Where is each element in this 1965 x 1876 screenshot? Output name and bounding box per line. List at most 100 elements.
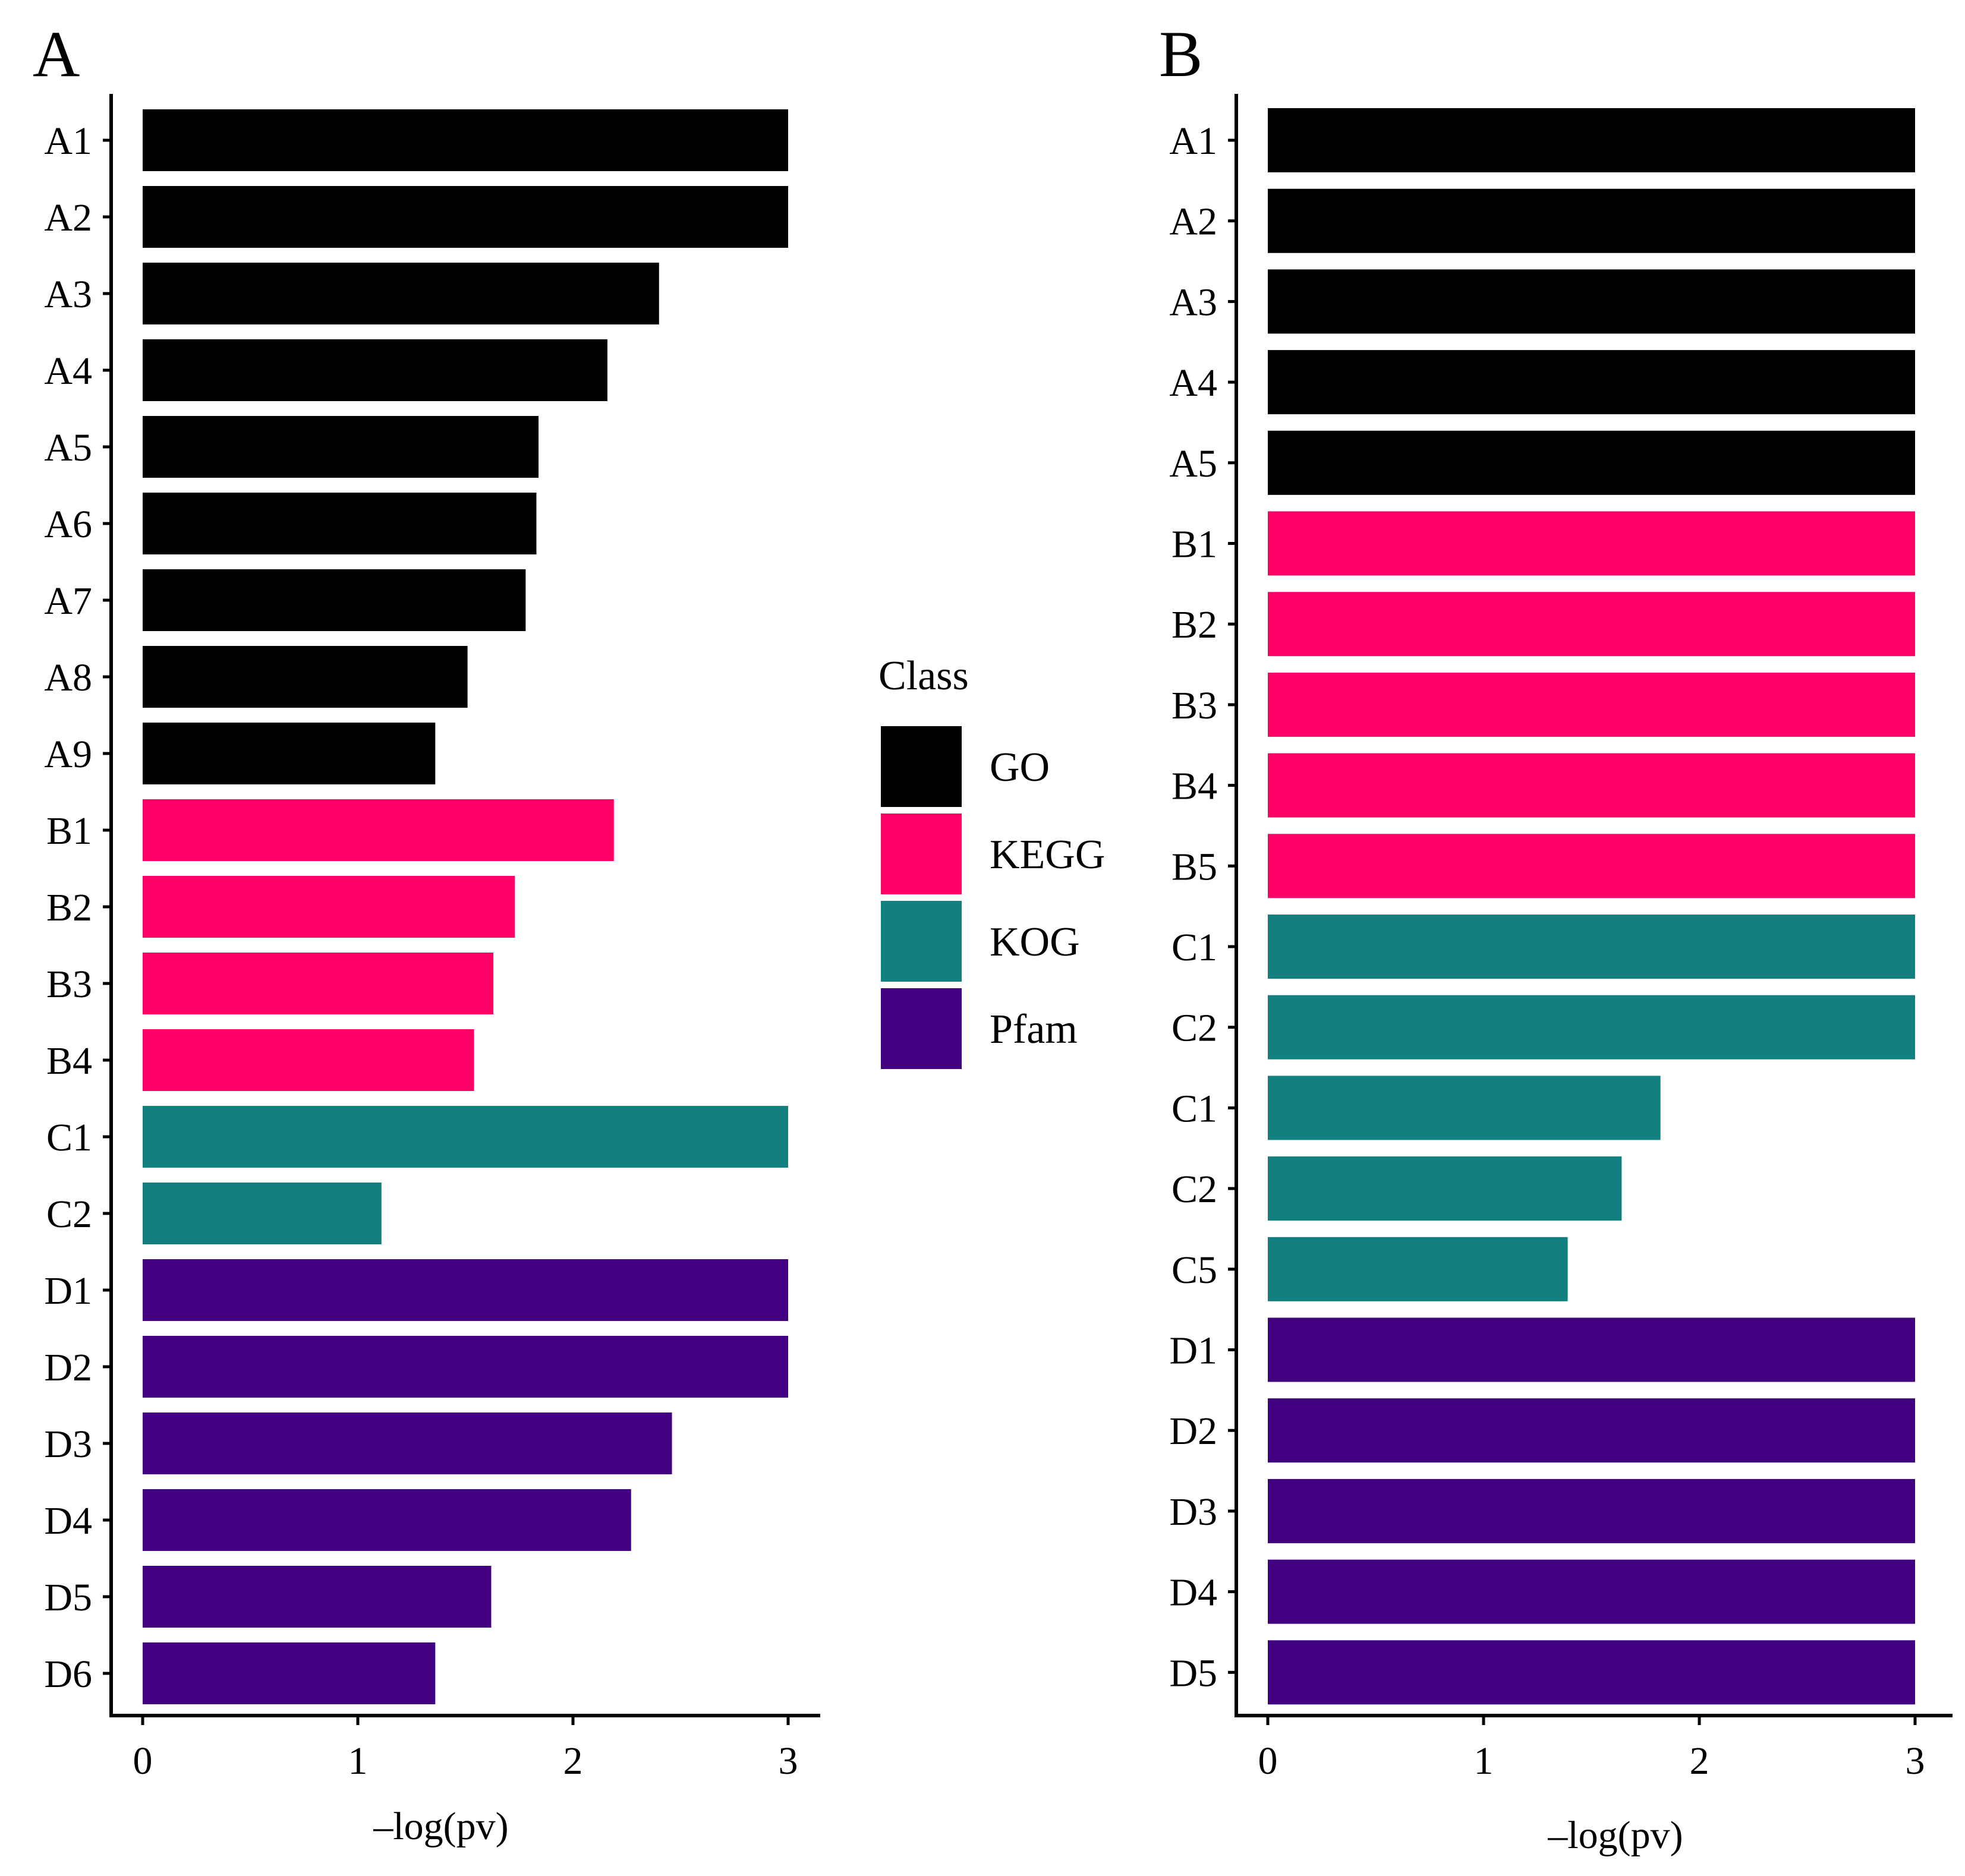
category-label-c1: C1 <box>46 1116 92 1159</box>
legend: Class GO KEGG KOG Pfam <box>878 653 1105 1069</box>
bar-c2 <box>143 1183 382 1244</box>
bar-b3 <box>143 953 494 1014</box>
bar-b5 <box>1268 834 1915 898</box>
panel-a-x-ticks: 0 1 2 3 <box>133 1716 798 1783</box>
legend-title: Class <box>878 653 969 699</box>
category-label-c5: C5 <box>1172 1248 1217 1292</box>
panel-a: A A1 A2 A3 A4 A5 A6 A7 A8 A9 B1 B2 B3 B4 C1 C2 D1 D2 D3 D4… <box>33 18 820 1848</box>
bar-a1 <box>143 109 788 171</box>
panel-b-x-axis-title: –log(pv) <box>1547 1814 1683 1857</box>
bar-d3 <box>1268 1478 1915 1543</box>
category-label-a5: A5 <box>1169 442 1217 485</box>
bar-b4 <box>1268 753 1915 818</box>
x-tick-label-1: 1 <box>1474 1739 1494 1783</box>
bar-a3 <box>1268 269 1915 334</box>
bar-b1 <box>143 799 614 861</box>
x-tick-label-1: 1 <box>348 1739 368 1783</box>
bar-c1 <box>1268 1076 1661 1140</box>
panel-b: B A1 A2 A3 A4 A5 B1 B2 B3 B4 B5 C1 C2 C1 C2 C5 D1 D2 D3 D4… <box>1159 18 1953 1857</box>
category-label-a3: A3 <box>44 273 92 316</box>
category-label-a7: A7 <box>44 579 92 623</box>
panel-b-category-labels: A1 A2 A3 A4 A5 B1 B2 B3 B4 B5 C1 C2 C1 C2 C5 D1 D2 D3 D4 D5 <box>1169 119 1217 1695</box>
bar-b2 <box>1268 592 1915 657</box>
panel-a-category-labels: A1 A2 A3 A4 A5 A6 A7 A8 A9 B1 B2 B3 B4 C1 C2 D1 D2 D3 D4 D5… <box>44 119 92 1696</box>
bar-c1 <box>143 1106 788 1168</box>
panel-a-x-axis-title: –log(pv) <box>373 1805 508 1848</box>
bar-c5 <box>1268 1237 1568 1301</box>
bar-a7 <box>143 569 526 631</box>
bar-d3 <box>143 1412 672 1474</box>
panel-b-label: B <box>1159 18 1202 90</box>
panel-b-x-ticks: 0 1 2 3 <box>1258 1716 1925 1783</box>
category-label-b1: B1 <box>1172 523 1217 566</box>
bar-d1 <box>1268 1317 1915 1382</box>
bar-d5 <box>143 1566 492 1628</box>
category-label-a8: A8 <box>44 656 92 699</box>
category-label-a9: A9 <box>44 733 92 776</box>
category-label-d1: D1 <box>1169 1329 1217 1373</box>
category-label-a4: A4 <box>1169 361 1217 405</box>
legend-swatch-pfam <box>881 988 962 1069</box>
bar-d4 <box>143 1489 631 1551</box>
category-label-b4: B4 <box>1172 765 1217 808</box>
bar-d1 <box>143 1259 788 1321</box>
category-label-c2: C2 <box>46 1193 92 1236</box>
legend-swatch-kog <box>881 901 962 982</box>
category-label-b3: B3 <box>46 963 92 1006</box>
panel-b-bars <box>1268 108 1915 1705</box>
legend-items: GO KEGG KOG Pfam <box>881 726 1105 1069</box>
category-label-d3: D3 <box>44 1423 92 1466</box>
bar-a3 <box>143 263 659 324</box>
category-label-d4: D4 <box>44 1499 92 1543</box>
bar-c2 <box>1268 995 1915 1060</box>
bar-a5 <box>1268 430 1915 495</box>
x-tick-label-2: 2 <box>1690 1739 1709 1783</box>
bar-a2 <box>1268 188 1915 253</box>
category-label-d4: D4 <box>1169 1571 1217 1615</box>
panel-a-label: A <box>33 18 80 90</box>
legend-swatch-kegg <box>881 814 962 894</box>
category-label-b4: B4 <box>46 1039 92 1083</box>
x-tick-label-0: 0 <box>133 1739 153 1783</box>
category-label-b3: B3 <box>1172 684 1217 727</box>
category-label-a2: A2 <box>44 196 92 239</box>
category-label-a1: A1 <box>1169 119 1217 163</box>
x-tick-label-3: 3 <box>779 1739 798 1783</box>
bar-d2 <box>143 1336 788 1398</box>
category-label-b2: B2 <box>1172 603 1217 647</box>
bar-c1 <box>1268 915 1915 979</box>
x-tick-label-2: 2 <box>563 1739 583 1783</box>
category-label-d3: D3 <box>1169 1490 1217 1534</box>
x-tick-label-0: 0 <box>1258 1739 1278 1783</box>
bar-b4 <box>143 1029 474 1091</box>
category-label-d2: D2 <box>44 1346 92 1389</box>
category-label-d1: D1 <box>44 1269 92 1313</box>
category-label-d5: D5 <box>1169 1651 1217 1695</box>
bar-b1 <box>1268 511 1915 576</box>
category-label-a5: A5 <box>44 426 92 469</box>
bar-a2 <box>143 186 788 248</box>
legend-label-go: GO <box>990 745 1050 790</box>
category-label-d6: D6 <box>44 1653 92 1696</box>
bar-d2 <box>1268 1398 1915 1463</box>
category-label-b1: B1 <box>46 809 92 853</box>
legend-label-kog: KOG <box>990 919 1080 965</box>
legend-label-pfam: Pfam <box>990 1007 1078 1052</box>
category-label-b2: B2 <box>46 886 92 929</box>
category-label-d2: D2 <box>1169 1410 1217 1453</box>
category-label-a1: A1 <box>44 119 92 163</box>
bar-a4 <box>1268 350 1915 415</box>
category-label-b5: B5 <box>1172 845 1217 888</box>
category-label-c1: C1 <box>1172 926 1217 969</box>
category-label-a6: A6 <box>44 503 92 546</box>
x-tick-label-3: 3 <box>1906 1739 1925 1783</box>
category-label-c2: C2 <box>1172 1168 1217 1211</box>
panel-a-bars <box>143 109 788 1704</box>
category-label-a3: A3 <box>1169 280 1217 324</box>
bar-a4 <box>143 339 607 401</box>
bar-d5 <box>1268 1640 1915 1705</box>
bar-a8 <box>143 646 468 708</box>
category-label-d5: D5 <box>44 1576 92 1619</box>
legend-swatch-go <box>881 726 962 807</box>
